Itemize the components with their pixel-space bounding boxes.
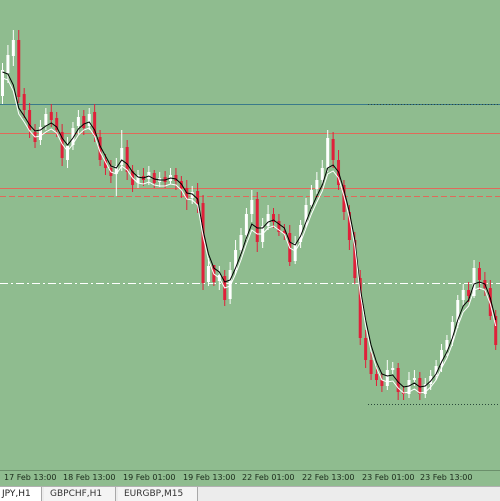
candle-body [380,380,384,386]
tab-eurgbp-m15[interactable]: EURGBP,M15 [118,487,198,501]
candle-body [6,55,10,73]
candle-body [369,360,373,374]
candle-body [494,316,498,345]
candle-body [293,243,297,261]
time-tick-label: 17 Feb 13:00 [4,473,57,482]
price-chart[interactable] [0,0,500,470]
candle-body [472,268,476,296]
candle-body [450,322,454,340]
candle-body [98,137,102,160]
candle-body [55,118,59,130]
candle-body [22,94,26,110]
time-tick-label: 22 Feb 01:00 [242,473,295,482]
chart-area[interactable] [0,0,500,470]
candle-body [440,350,444,366]
candle-body [309,190,313,205]
candle-body [49,112,53,120]
candle-body [418,378,422,394]
candle-body [461,290,465,300]
candle-body [342,185,346,212]
candle-body [277,221,281,232]
candle-body [239,235,243,250]
candle-body [228,270,232,299]
candle-body [488,288,492,316]
candle-body [407,380,411,394]
candle-body [250,200,254,214]
candle-body [66,146,70,160]
candle-body [190,192,194,198]
candle-body [353,240,357,278]
candle-body [28,110,32,130]
candle-body [374,374,378,380]
candle-body [315,180,319,189]
candle-body [326,138,330,168]
candle-body [255,199,259,242]
candle-body [358,278,362,338]
candle-body [136,175,140,183]
candle-body [445,340,449,350]
candle-body [299,225,303,242]
candle-body [331,139,335,160]
chart-tab-bar: JPY,H1 GBPCHF,H1 EURGBP,M15 [0,486,500,501]
time-tick-label: 23 Feb 13:00 [420,473,473,482]
candle-body [206,266,210,282]
candle-body [71,128,75,145]
time-tick-label: 22 Feb 13:00 [302,473,355,482]
candle-body [396,368,400,392]
candle-body [93,112,97,136]
candle-body [391,368,395,370]
time-tick-label: 19 Feb 13:00 [183,473,236,482]
candle-body [282,231,286,234]
candle-body [174,175,178,181]
candle-body [467,290,471,296]
candle-body [125,147,129,172]
candle-body [385,370,389,386]
time-tick-label: 23 Feb 01:00 [362,473,415,482]
candle-body [114,166,118,174]
candle-body [82,116,86,128]
candle-body [120,148,124,165]
candle-body [201,203,205,283]
candle-body [11,40,15,56]
time-tick-label: 18 Feb 13:00 [63,473,116,482]
candle-body [304,205,308,225]
candle-body [272,214,275,222]
candle-body [17,40,21,97]
candle-body [234,250,238,270]
candle-body [347,212,351,240]
candle-body [423,384,427,394]
candle-body [152,173,156,183]
candle-body [87,114,91,126]
candle-body [412,378,416,380]
candle-body [196,191,200,204]
tab-jpy-h1[interactable]: JPY,H1 [0,487,42,501]
tab-gbpchf-h1[interactable]: GBPCHF,H1 [44,487,116,501]
candle-body [103,160,107,168]
candle-body [44,114,48,125]
candle-body [76,117,80,126]
candle-body [38,127,42,140]
candle-body [434,366,438,376]
candle-body [477,268,481,280]
time-axis: 17 Feb 13:00 18 Feb 13:00 19 Feb 01:00 1… [0,470,500,486]
candle-body [266,214,270,226]
candle-body [429,376,433,384]
moving-average-line-fast [2,77,497,394]
candle-body [364,338,368,360]
candle-body [60,132,64,158]
candle-body [1,70,4,96]
candle-body [456,300,460,322]
time-tick-label: 19 Feb 01:00 [123,473,176,482]
moving-average-line [2,71,497,388]
candle-body [244,214,248,235]
candle-body [320,168,324,180]
